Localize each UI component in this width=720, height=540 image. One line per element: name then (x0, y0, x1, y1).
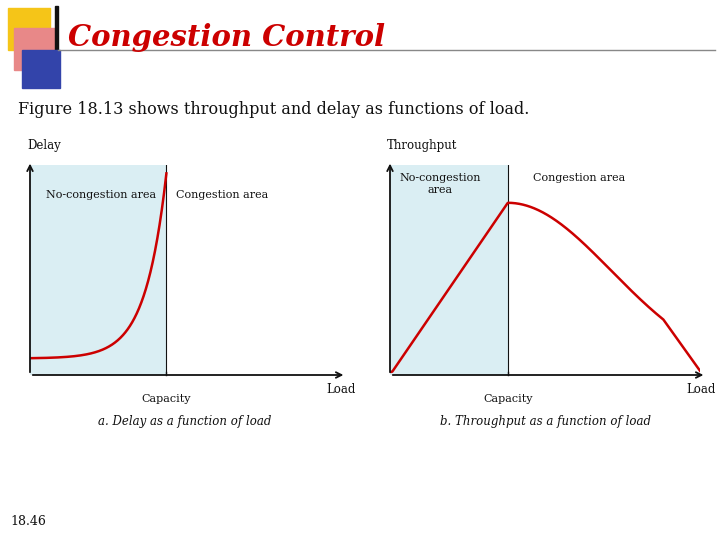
Text: Throughput: Throughput (387, 139, 457, 152)
Text: Figure 18.13 shows throughput and delay as functions of load.: Figure 18.13 shows throughput and delay … (18, 102, 529, 118)
Text: 18.46: 18.46 (10, 515, 46, 528)
Text: Capacity: Capacity (483, 394, 533, 404)
Text: b. Throughput as a function of load: b. Throughput as a function of load (439, 415, 650, 428)
Bar (30, 165, 166, 375)
Text: a. Delay as a function of load: a. Delay as a function of load (99, 415, 271, 428)
Bar (55, 6, 58, 82)
Bar (8, 8, 50, 50)
Text: Congestion Control: Congestion Control (68, 23, 385, 51)
Text: No-congestion
area: No-congestion area (400, 173, 481, 195)
Text: Delay: Delay (27, 139, 60, 152)
Text: Congestion area: Congestion area (176, 190, 268, 200)
Text: No-congestion area: No-congestion area (45, 190, 156, 200)
Text: Load: Load (326, 383, 356, 396)
Text: Capacity: Capacity (142, 394, 191, 404)
Bar (390, 165, 508, 375)
Bar (22, 50, 60, 88)
Text: Load: Load (686, 383, 716, 396)
Text: Congestion area: Congestion area (533, 173, 625, 184)
Bar (14, 28, 56, 70)
